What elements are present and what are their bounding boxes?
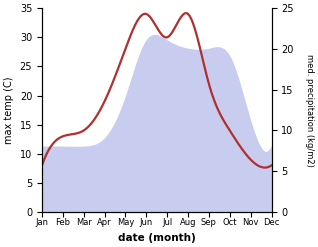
X-axis label: date (month): date (month) bbox=[118, 233, 196, 243]
Y-axis label: med. precipitation (kg/m2): med. precipitation (kg/m2) bbox=[305, 54, 314, 166]
Y-axis label: max temp (C): max temp (C) bbox=[4, 76, 14, 144]
